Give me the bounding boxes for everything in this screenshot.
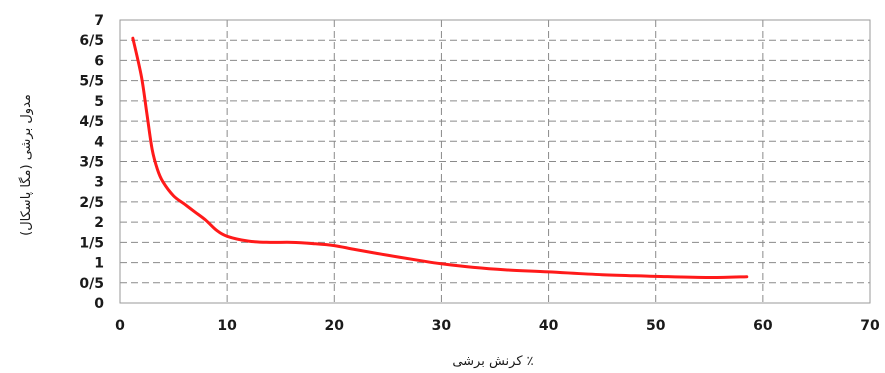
- y-tick-label: 4/5: [79, 114, 104, 130]
- x-axis-label: کرنش برشی ٪: [452, 354, 533, 369]
- x-tick-label: 10: [217, 318, 237, 334]
- x-tick-label: 30: [432, 318, 452, 334]
- y-axis-label: مدول برشی (مگا پاسکال): [18, 94, 34, 236]
- y-tick-label: 4: [94, 134, 104, 150]
- y-tick-label: 2/5: [79, 195, 104, 211]
- y-tick-label: 2: [94, 215, 104, 231]
- x-tick-label: 50: [646, 318, 666, 334]
- x-tick-label: 0: [115, 318, 125, 334]
- x-tick-label: 40: [539, 318, 559, 334]
- shear-modulus-series-line: [131, 36, 749, 280]
- y-tick-label: 5/5: [79, 74, 104, 90]
- y-tick-label: 5: [94, 94, 104, 110]
- y-tick-label: 6/5: [79, 33, 104, 49]
- series-layer: [131, 36, 749, 280]
- y-tick-label: 0/5: [79, 276, 104, 292]
- grid-lines: [120, 20, 870, 303]
- x-tick-label: 60: [753, 318, 773, 334]
- x-tick-label: 20: [325, 318, 345, 334]
- x-tick-label: 70: [860, 318, 880, 334]
- plot-area-frame: [119, 19, 871, 304]
- y-tick-label: 1: [94, 256, 104, 272]
- y-tick-label: 3/5: [79, 155, 104, 171]
- x-axis-tick-labels: 0 10 20 30 40 50 60 70: [115, 318, 880, 334]
- y-tick-label: 3: [94, 175, 104, 191]
- y-axis-tick-labels: 0 0/5 1 1/5 2 2/5 3 3/5 4 4/5 5 5/5 6 6/5 7: [79, 13, 104, 312]
- y-tick-label: 6: [94, 53, 104, 69]
- y-tick-label: 0: [94, 296, 104, 312]
- y-tick-label: 7: [94, 13, 104, 29]
- y-tick-label: 1/5: [79, 235, 104, 251]
